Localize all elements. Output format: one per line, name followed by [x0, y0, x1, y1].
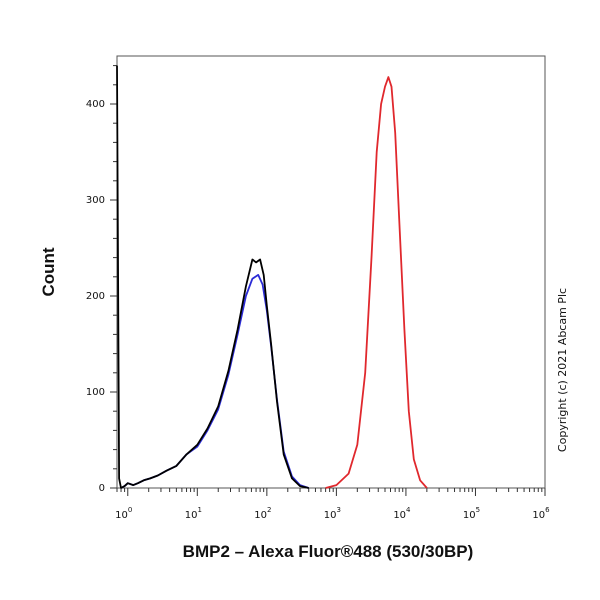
y-axis-ticks: 0 100 200 300 400	[86, 65, 117, 494]
plot-frame	[116, 55, 546, 489]
x-tick-label: 100	[115, 506, 132, 521]
x-tick-label: 106	[532, 506, 550, 521]
x-tick-label: 104	[393, 506, 411, 521]
copyright-text: Copyright (c) 2021 Abcam Plc	[556, 288, 569, 452]
series-layer	[116, 65, 428, 489]
y-tick-label: 300	[86, 195, 105, 206]
series-line-1	[116, 65, 309, 489]
x-tick-label: 102	[254, 506, 271, 521]
y-tick-label: 400	[86, 99, 105, 110]
x-tick-label: 105	[463, 506, 480, 521]
y-tick-label: 0	[99, 483, 105, 494]
series-line-0	[120, 273, 309, 489]
x-tick-label: 101	[185, 506, 202, 521]
y-axis-title: Count	[39, 247, 58, 296]
y-tick-label: 100	[86, 387, 105, 398]
y-tick-label: 200	[86, 291, 105, 302]
series-line-2	[325, 76, 428, 489]
x-axis-title: BMP2 – Alexa Fluor®488 (530/30BP)	[183, 542, 474, 561]
x-axis-ticks: 100 101 102 103 104 105 106	[115, 488, 550, 521]
x-tick-label: 103	[324, 506, 341, 521]
